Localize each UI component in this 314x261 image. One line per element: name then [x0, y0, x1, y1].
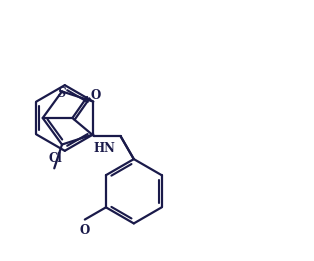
Text: O: O [91, 89, 101, 102]
Text: S: S [58, 87, 66, 100]
Text: Cl: Cl [49, 152, 63, 165]
Text: O: O [79, 224, 89, 237]
Text: HN: HN [93, 142, 115, 155]
